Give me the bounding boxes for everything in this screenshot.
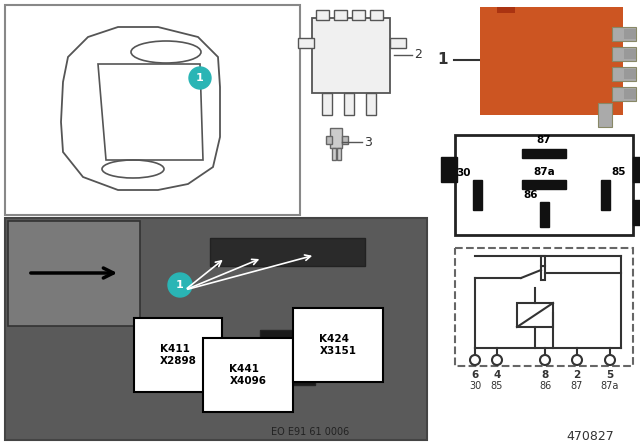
Bar xyxy=(497,7,515,13)
Bar xyxy=(612,87,636,101)
Bar xyxy=(330,128,342,148)
Bar xyxy=(210,238,365,266)
Text: K424
X3151: K424 X3151 xyxy=(319,334,356,356)
Bar xyxy=(5,5,300,215)
Text: 30: 30 xyxy=(456,168,471,178)
Text: EO E91 61 0006: EO E91 61 0006 xyxy=(271,427,349,437)
Bar xyxy=(633,157,640,182)
Bar xyxy=(455,248,633,366)
Bar xyxy=(390,38,406,48)
Bar xyxy=(624,89,636,99)
Text: 8: 8 xyxy=(541,370,548,380)
Text: 2: 2 xyxy=(414,48,422,61)
Text: 85: 85 xyxy=(611,167,625,177)
Circle shape xyxy=(492,355,502,365)
Bar xyxy=(598,103,612,127)
Bar xyxy=(366,93,376,115)
Bar xyxy=(312,18,390,93)
Text: 4: 4 xyxy=(493,370,500,380)
Text: 1: 1 xyxy=(196,73,204,83)
Circle shape xyxy=(168,273,192,297)
Text: 30: 30 xyxy=(469,381,481,391)
Circle shape xyxy=(540,355,550,365)
Text: 85: 85 xyxy=(491,381,503,391)
Text: 470827: 470827 xyxy=(566,431,614,444)
Bar xyxy=(633,200,640,225)
Bar xyxy=(612,67,636,81)
Bar xyxy=(322,93,332,115)
Circle shape xyxy=(470,355,480,365)
Bar xyxy=(522,180,566,189)
Text: 87a: 87a xyxy=(533,167,555,177)
Text: 86: 86 xyxy=(539,381,551,391)
Text: 1: 1 xyxy=(176,280,184,290)
Bar xyxy=(352,10,365,20)
Bar xyxy=(541,256,545,266)
Text: 87: 87 xyxy=(537,135,551,145)
Bar xyxy=(612,27,636,41)
Bar xyxy=(5,218,427,440)
Text: 87a: 87a xyxy=(601,381,619,391)
Bar xyxy=(522,149,566,158)
Text: 2: 2 xyxy=(573,370,580,380)
Circle shape xyxy=(189,67,211,89)
Bar xyxy=(370,10,383,20)
Bar xyxy=(455,135,633,235)
Text: 1: 1 xyxy=(438,52,448,68)
Bar xyxy=(326,136,332,144)
Bar xyxy=(473,180,482,210)
Bar xyxy=(624,49,636,59)
Bar xyxy=(298,38,314,48)
Text: 6: 6 xyxy=(472,370,479,380)
Text: K441
X4096: K441 X4096 xyxy=(230,364,266,386)
Bar xyxy=(441,157,457,182)
Bar xyxy=(337,148,341,160)
Bar xyxy=(8,221,140,326)
Text: 86: 86 xyxy=(524,190,538,200)
Bar xyxy=(260,330,315,385)
Bar xyxy=(517,303,553,327)
Text: 87: 87 xyxy=(571,381,583,391)
Bar xyxy=(332,148,336,160)
Bar xyxy=(540,202,549,227)
Bar xyxy=(612,47,636,61)
Bar xyxy=(624,69,636,79)
Bar xyxy=(316,10,329,20)
Bar xyxy=(342,136,348,144)
Bar xyxy=(624,29,636,39)
Bar xyxy=(480,7,623,115)
Circle shape xyxy=(572,355,582,365)
Bar xyxy=(344,93,354,115)
Text: 5: 5 xyxy=(606,370,614,380)
Text: 3: 3 xyxy=(364,135,372,148)
Text: K411
X2898: K411 X2898 xyxy=(159,344,196,366)
Bar xyxy=(541,266,545,280)
Bar xyxy=(601,180,610,210)
Bar xyxy=(334,10,347,20)
Circle shape xyxy=(605,355,615,365)
